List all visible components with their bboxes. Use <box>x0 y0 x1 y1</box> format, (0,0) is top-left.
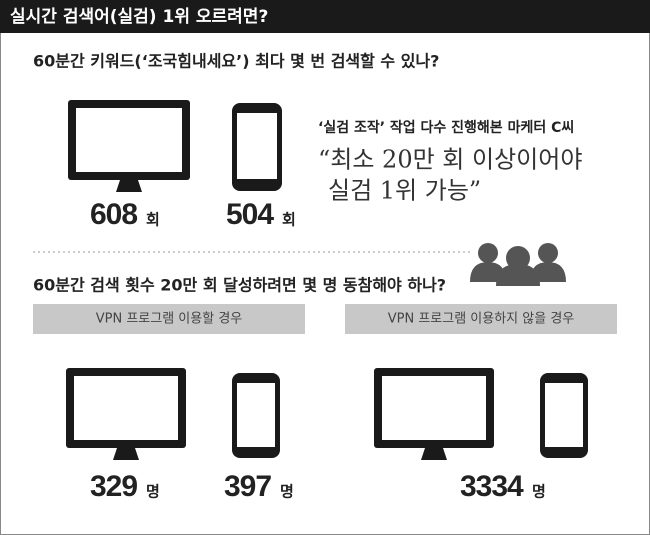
monitor-icon <box>68 100 190 192</box>
phone-icon <box>540 373 588 458</box>
header-bar <box>0 0 650 33</box>
label-bar <box>33 304 305 334</box>
quote-source: ‘실검 조작’ 작업 다수 진행해본 마케터 C씨 <box>318 119 574 136</box>
count: 3334 <box>460 470 524 503</box>
question: 60분간 검색 횟수 20만 회 달성하려면 몇 명 동참해야 하나? <box>33 276 446 295</box>
label: VPN 프로그램 이용하지 않을 경우 <box>388 312 575 327</box>
monitor-icon <box>66 368 186 460</box>
header-title: 실시간 검색어(실검) 1위 오르려면? <box>10 7 268 27</box>
count: 397 <box>224 470 271 503</box>
question: 60분간 키워드(‘조국힘내세요’) 최다 몇 번 검색할 수 있나? <box>33 52 439 71</box>
label-bar <box>345 304 617 334</box>
count: 608 <box>90 198 137 231</box>
phone-icon <box>232 373 280 458</box>
phone-icon <box>232 103 282 191</box>
unit: 회 <box>282 211 296 229</box>
unit: 명 <box>280 483 294 501</box>
label: VPN 프로그램 이용할 경우 <box>96 312 243 327</box>
count: 504 <box>226 198 274 231</box>
quote-line: 실검 1위 가능” <box>328 177 481 205</box>
quote-line: “최소 20만 회 이상이어야 <box>318 146 582 174</box>
unit: 명 <box>146 483 160 501</box>
unit: 명 <box>532 483 546 501</box>
people-icon <box>470 243 566 286</box>
unit: 회 <box>146 211 160 229</box>
monitor-icon <box>374 368 494 460</box>
count: 329 <box>90 470 137 503</box>
